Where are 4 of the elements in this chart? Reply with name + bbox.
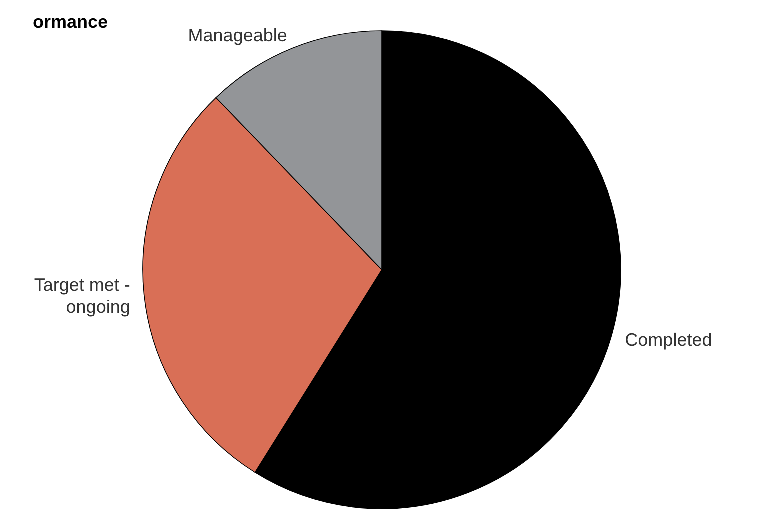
slice-label: Manageable [188,25,288,46]
chart-title: ormance [33,12,108,32]
slice-label: Completed [625,330,712,350]
slice-label: Target met - ongoing [34,275,130,318]
